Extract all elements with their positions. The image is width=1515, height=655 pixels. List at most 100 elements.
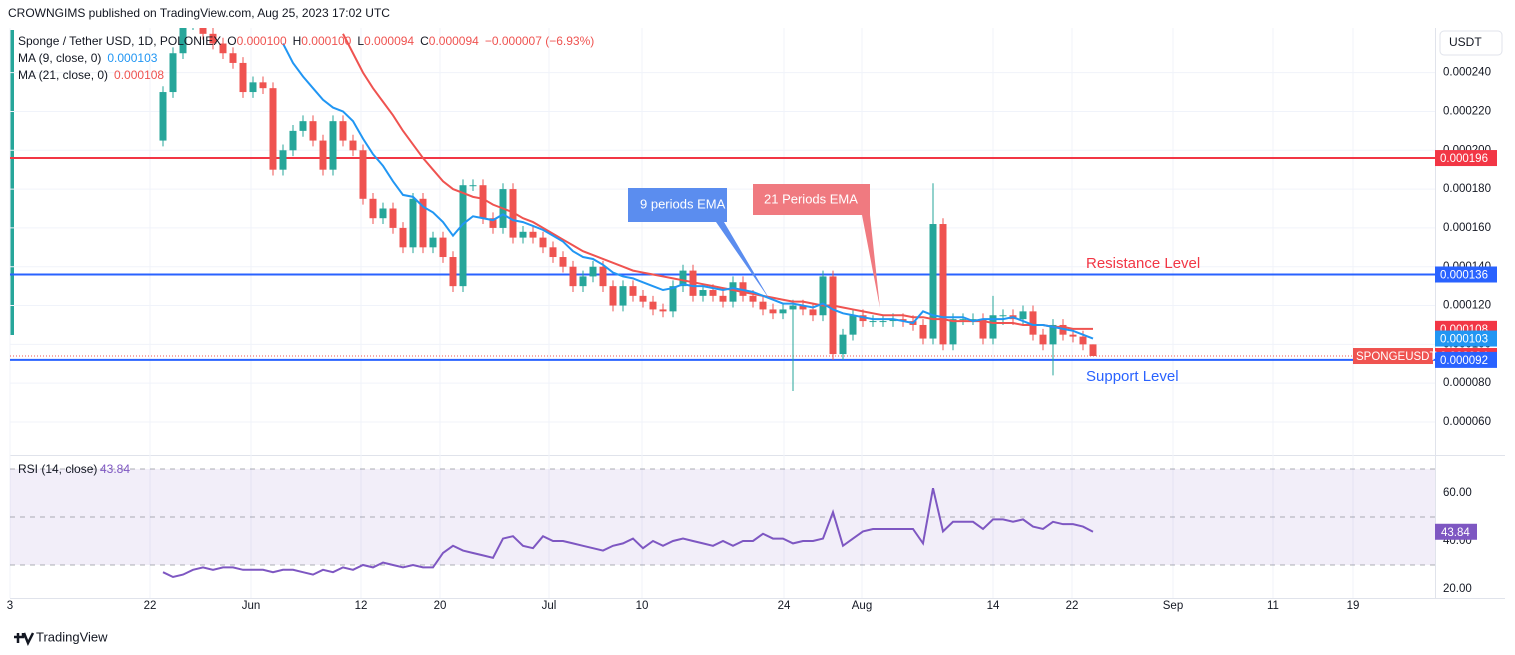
x-tick-label: 22 xyxy=(1066,600,1079,612)
candle-body xyxy=(169,53,177,93)
candle-body xyxy=(619,286,627,306)
rsi-value: 43.84 xyxy=(100,462,130,476)
footer-brand: TradingView xyxy=(36,629,108,644)
currency-button[interactable] xyxy=(1439,30,1503,56)
annotation: 21 Periods EMA xyxy=(764,191,858,206)
rsi-tag-label: 43.84 xyxy=(1441,527,1470,539)
ma21-value: 0.000108 xyxy=(114,68,164,82)
candle-body xyxy=(839,334,847,355)
price-tag xyxy=(1435,150,1497,167)
x-tick-label: 20 xyxy=(434,600,447,612)
candle-body xyxy=(769,309,777,314)
annotation: Resistance Level xyxy=(1086,255,1200,272)
candle-body xyxy=(629,286,637,296)
candle-body xyxy=(219,43,227,54)
candle-body xyxy=(849,315,857,335)
price-tag-label: 0.000092 xyxy=(1440,355,1488,367)
candle-body xyxy=(199,28,207,34)
candle-body xyxy=(659,309,667,312)
ma9-name: MA (9, close, 0) xyxy=(18,51,101,65)
rsi-pane xyxy=(10,468,1435,579)
ohlc-key: L xyxy=(357,34,364,48)
candle-body xyxy=(349,140,357,151)
rsi-tick-label: 20.00 xyxy=(1443,583,1472,595)
ema21-callout xyxy=(753,184,880,308)
candle-body xyxy=(309,121,317,141)
candle-body xyxy=(339,121,347,141)
candle-body xyxy=(819,276,827,316)
candle-body xyxy=(959,319,967,321)
candle-body xyxy=(829,276,837,355)
ma21-name: MA (21, close, 0) xyxy=(18,68,108,82)
y-tick-label: 0.000240 xyxy=(1443,67,1491,79)
price-tag xyxy=(1435,351,1497,368)
ma21-line xyxy=(342,33,1093,330)
y-tick-label: 0.000220 xyxy=(1443,105,1491,117)
ohlc-value: 0.000100 xyxy=(301,34,351,48)
candle-body xyxy=(519,231,527,238)
candle-body xyxy=(679,270,687,287)
candle-body xyxy=(589,266,597,277)
symbol-tag-label: SPONGEUSDT xyxy=(1356,351,1437,363)
candle-body xyxy=(929,224,937,339)
candle-body xyxy=(539,237,547,248)
candle-body xyxy=(419,198,427,248)
candle-body xyxy=(1079,336,1087,345)
candle-body xyxy=(469,185,477,187)
candle-body xyxy=(559,257,567,267)
candle-body xyxy=(209,33,217,44)
price-tag xyxy=(1435,330,1497,347)
candle-body xyxy=(919,324,927,339)
x-tick-label: Aug xyxy=(852,600,872,612)
candle-body xyxy=(239,62,247,93)
x-tick-label: 10 xyxy=(636,600,649,612)
x-tick-label: Jun xyxy=(242,600,261,612)
ma9-line xyxy=(282,43,1094,340)
currency[interactable]: USDT xyxy=(1449,35,1482,49)
ohlc-key: O xyxy=(227,34,236,48)
price-tag-label: 0.000103 xyxy=(1440,334,1488,346)
candle-body xyxy=(999,315,1007,317)
candle-body xyxy=(789,305,797,310)
candle-body xyxy=(669,286,677,312)
annotation: Support Level xyxy=(1086,368,1179,385)
candle-body xyxy=(359,150,367,199)
candle-body xyxy=(1049,324,1057,345)
candle-body xyxy=(799,305,807,310)
symbol-tag xyxy=(1353,348,1433,365)
candle-body xyxy=(299,121,307,131)
candle-body xyxy=(609,286,617,306)
candle-body xyxy=(809,309,817,316)
candle-body xyxy=(1019,311,1027,320)
candle-body xyxy=(699,290,707,296)
x-tick-label: Sep xyxy=(1163,600,1183,612)
price-tag xyxy=(1435,266,1497,283)
candle-body xyxy=(249,82,257,93)
rsi-name: RSI (14, close) xyxy=(18,462,97,476)
edge-candle xyxy=(10,30,14,335)
legend-ma21: MA (21, close, 0) 0.000108 xyxy=(18,68,164,82)
candle-body xyxy=(269,88,277,170)
price-tag-label: 0.000136 xyxy=(1440,270,1488,282)
x-tick-label: 19 xyxy=(1347,600,1360,612)
candle-body xyxy=(549,247,557,258)
candle-body xyxy=(729,282,737,302)
candle-body xyxy=(749,295,757,302)
x-tick-label: 22 xyxy=(144,600,157,612)
candle-body xyxy=(529,231,537,238)
rsi-tick-label: 60.00 xyxy=(1443,487,1472,499)
candle-body xyxy=(569,266,577,287)
candle-body xyxy=(939,224,947,345)
candle-body xyxy=(439,237,447,258)
ohlc-key: H xyxy=(293,34,302,48)
candle-body xyxy=(1069,334,1077,337)
candle-body xyxy=(719,295,727,302)
candle-body xyxy=(279,150,287,170)
x-tick-label: Jul xyxy=(542,600,557,612)
candle-body xyxy=(709,290,717,296)
x-tick-label: 12 xyxy=(355,600,368,612)
candle-body xyxy=(779,309,787,314)
legend-line: Sponge / Tether USD, 1D, POLONIEX O0.0001… xyxy=(18,34,594,48)
candle-body xyxy=(459,185,467,287)
